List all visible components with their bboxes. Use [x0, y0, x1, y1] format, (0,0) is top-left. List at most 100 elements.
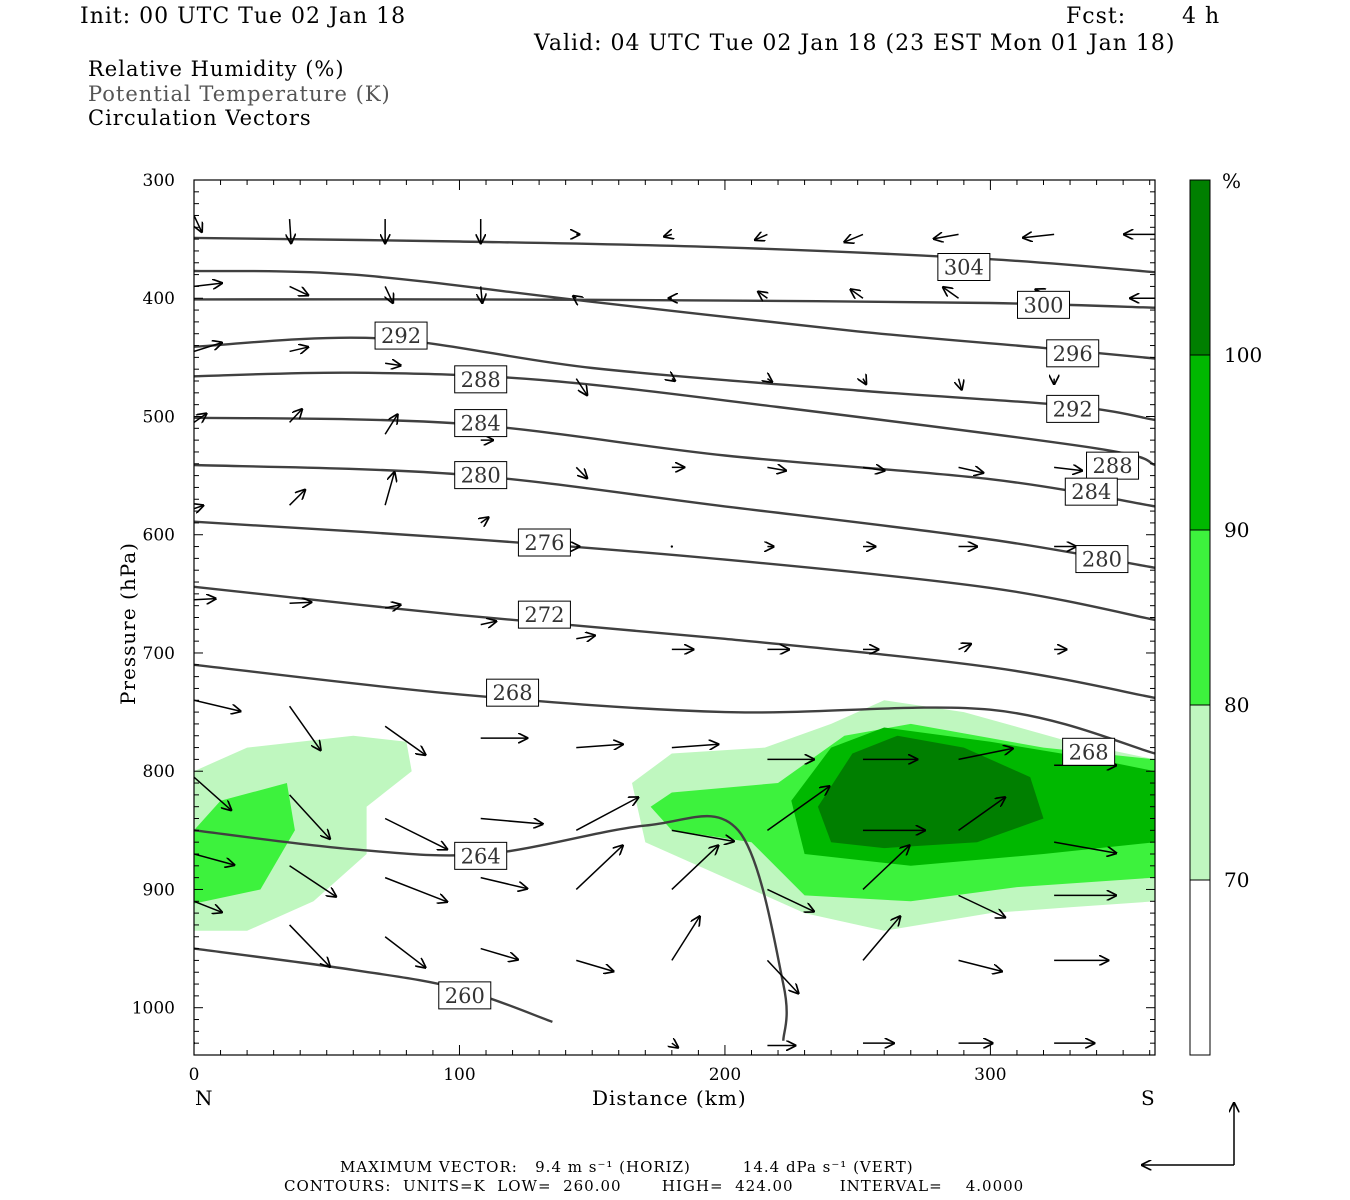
contour-label-300: 300: [1017, 290, 1071, 319]
vector-arrow: [481, 286, 483, 303]
colorbar: 70 80 90 100: [1189, 179, 1262, 1056]
colorbar-bin: [1190, 705, 1210, 880]
vector-arrow: [767, 888, 814, 911]
y-tick-label: 600: [143, 526, 175, 546]
svg-text:268: 268: [493, 681, 533, 705]
forecast-value: 4 h: [1182, 4, 1221, 29]
theta-contour-280: [194, 463, 1155, 569]
svg-text:300: 300: [1023, 293, 1063, 317]
contour-label-284: 284: [1064, 477, 1118, 506]
legend-rh: Relative Humidity (%): [88, 57, 345, 81]
vector-arrow: [289, 490, 306, 506]
vector-arrow: [576, 744, 623, 747]
vector-arrow: [384, 725, 425, 755]
vector-arrow: [862, 916, 900, 961]
y-tick-label: 500: [143, 407, 175, 427]
x-tick-label: 300: [974, 1065, 1006, 1085]
max-vector-note: MAXIMUM VECTOR: 9.4 m s⁻¹ (HORIZ) 14.4 d…: [340, 1158, 914, 1176]
vector-arrow: [576, 959, 613, 971]
vector-arrow: [671, 845, 719, 891]
vector-arrow: [194, 283, 222, 286]
vector-arrow: [194, 900, 222, 912]
svg-text:284: 284: [461, 412, 501, 436]
x-end-label-south: S: [1141, 1086, 1156, 1110]
valid-time: Valid: 04 UTC Tue 02 Jan 18 (23 EST Mon …: [534, 31, 1176, 56]
vector-arrow: [959, 378, 962, 390]
x-tick-label: 200: [709, 1065, 741, 1085]
vector-arrow: [844, 234, 864, 242]
vector-arrow: [289, 285, 309, 295]
x-tick-label: 0: [189, 1065, 200, 1085]
vector-arrow: [755, 234, 768, 240]
contour-label-292: 292: [1046, 394, 1100, 423]
y-tick-label: 400: [143, 289, 175, 309]
colorbar-label: 70: [1224, 868, 1249, 892]
colorbar-bin: [1190, 355, 1210, 530]
contour-labels: 3043002962922922882882842842802802762722…: [374, 253, 1140, 1010]
vector-arrow: [1054, 467, 1082, 470]
vector-arrow: [672, 379, 675, 381]
svg-text:260: 260: [445, 984, 485, 1008]
vector-arrow: [289, 924, 330, 967]
vector-arrow: [384, 876, 447, 902]
vector-arrow: [573, 296, 576, 298]
contour-label-264: 264: [454, 841, 508, 870]
colorbar-frame: [1189, 179, 1211, 1056]
vector-arrow: [289, 794, 330, 839]
svg-text:272: 272: [524, 603, 564, 627]
theta-contour-268: [194, 663, 1155, 755]
vector-arrow: [934, 234, 959, 238]
vector-arrow: [290, 218, 292, 243]
vector-arrow: [670, 545, 674, 548]
vector-arrow: [958, 748, 1013, 761]
vector-arrow: [862, 845, 910, 891]
vector-arrow: [194, 215, 202, 232]
vector-arrow: [851, 289, 864, 298]
contour-label-276: 276: [517, 528, 571, 557]
vector-arrow: [384, 414, 397, 435]
vector-arrow: [671, 829, 734, 841]
contour-label-272: 272: [517, 600, 571, 629]
reference-vector-icon: [1142, 1103, 1234, 1165]
x-tick-label: 100: [443, 1065, 475, 1085]
theta-contour-284: [194, 416, 1155, 508]
colorbar-label: 100: [1224, 343, 1262, 367]
vector-arrow: [194, 505, 203, 508]
vector-arrow: [943, 287, 959, 299]
vector-arrow: [671, 916, 700, 961]
vector-arrow: [767, 379, 772, 382]
contour-label-288: 288: [1086, 451, 1140, 480]
svg-text:292: 292: [1053, 397, 1093, 421]
vector-arrow: [958, 894, 1006, 917]
y-tick-label: 300: [143, 171, 175, 191]
vector-arrow: [194, 599, 216, 600]
contour-label-268: 268: [486, 678, 540, 707]
y-axis-title: Pressure (hPa): [116, 542, 140, 705]
svg-text:288: 288: [461, 368, 501, 392]
svg-text:268: 268: [1069, 740, 1109, 764]
vector-arrow: [758, 292, 767, 299]
vector-arrow: [289, 409, 302, 423]
colorbar-label: 80: [1224, 693, 1249, 717]
theta-contours: [194, 236, 1155, 1041]
theta-contour-260: [194, 947, 553, 1024]
theta-contour-300: [194, 298, 1155, 309]
y-tick-label: 700: [143, 644, 175, 664]
vector-arrow: [194, 699, 241, 711]
vector-arrow: [767, 467, 786, 470]
theta-contour-264: [194, 815, 788, 1041]
rh-region-80: [194, 783, 295, 904]
svg-text:288: 288: [1092, 454, 1132, 478]
svg-text:276: 276: [524, 531, 564, 555]
contour-info-note: CONTOURS: UNITS=K LOW= 260.00 HIGH= 424.…: [284, 1177, 1025, 1195]
theta-contour-272: [194, 585, 1155, 700]
vector-arrow: [958, 644, 971, 650]
x-axis-title: Distance (km): [592, 1086, 747, 1110]
vector-arrow: [384, 936, 425, 968]
rh-shading: [194, 700, 1155, 931]
y-tick-label: 800: [143, 762, 175, 782]
theta-contour-296: [194, 269, 1155, 360]
vector-arrow: [289, 865, 337, 897]
vector-arrow: [672, 1043, 678, 1047]
svg-text:304: 304: [944, 256, 984, 280]
